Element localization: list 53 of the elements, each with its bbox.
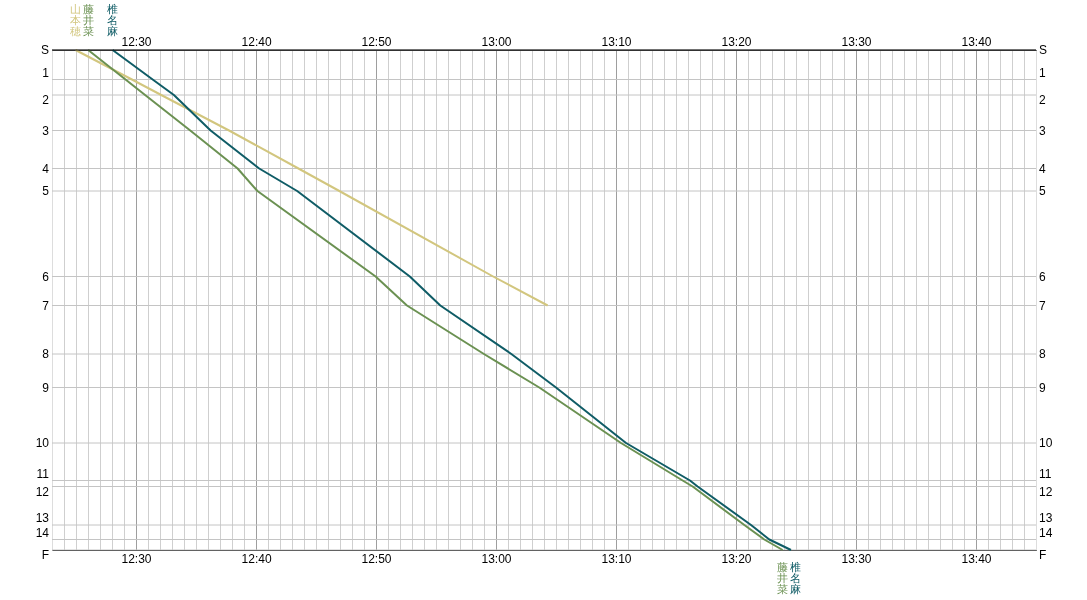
x-tick-label: 13:10 — [601, 551, 632, 566]
x2-tick-label: 13:00 — [481, 34, 512, 49]
series-label: 山本穂 — [70, 3, 82, 38]
text: 10 — [35, 436, 49, 450]
x2-tick-label: 12:50 — [361, 34, 392, 49]
x2-tick-label: 13:20 — [721, 34, 752, 49]
x-tick-label: 12:30 — [121, 551, 152, 566]
text: F — [41, 548, 49, 562]
x-tick-label: 12:50 — [361, 551, 392, 566]
series-label: 藤井菜 — [777, 561, 789, 596]
text: 7 — [1039, 298, 1046, 313]
x-tick-label: 13:20 — [721, 551, 752, 566]
text: 11 — [36, 466, 49, 481]
text: 8 — [42, 347, 49, 361]
text: 3 — [1039, 123, 1046, 138]
text: 4 — [1039, 161, 1046, 176]
text: 12 — [35, 484, 49, 499]
text: 6 — [42, 269, 49, 284]
x-tick-label: 12:40 — [241, 551, 272, 566]
x-tick-label: 13:30 — [841, 551, 872, 566]
x2-tick-label: 13:40 — [961, 34, 992, 49]
series-label: 椎名麻 — [790, 561, 802, 596]
x2-tick-label: 13:30 — [841, 34, 872, 49]
text: 8 — [1039, 347, 1046, 361]
text: 4 — [42, 161, 49, 176]
text: 5 — [1039, 184, 1046, 198]
text: 12 — [1039, 484, 1053, 499]
text: 9 — [1039, 380, 1046, 395]
text: 5 — [42, 184, 49, 198]
text: 14 — [1039, 525, 1053, 540]
text: 6 — [1039, 269, 1046, 284]
text: 13 — [35, 511, 49, 525]
text: 7 — [42, 298, 49, 313]
x-tick-label: 13:40 — [961, 551, 992, 566]
text: 10 — [1039, 436, 1053, 450]
text: 1 — [1039, 65, 1046, 80]
text: 3 — [42, 123, 49, 138]
text: F — [1039, 548, 1047, 562]
x2-tick-label: 12:40 — [241, 34, 272, 49]
text: S — [1039, 43, 1048, 57]
text: 11 — [1039, 466, 1052, 481]
x2-tick-label: 12:30 — [121, 34, 152, 49]
x-tick-label: 13:00 — [481, 551, 512, 566]
text: 藤井菜 — [83, 3, 95, 38]
text: 椎名麻 — [107, 3, 119, 38]
text: 2 — [1039, 93, 1046, 107]
x2-tick-label: 13:10 — [601, 34, 632, 49]
text: 9 — [42, 380, 49, 395]
text: 2 — [42, 93, 49, 107]
text: S — [40, 43, 49, 57]
text: 14 — [35, 525, 49, 540]
text: 1 — [42, 65, 49, 80]
text: 13 — [1039, 511, 1053, 525]
